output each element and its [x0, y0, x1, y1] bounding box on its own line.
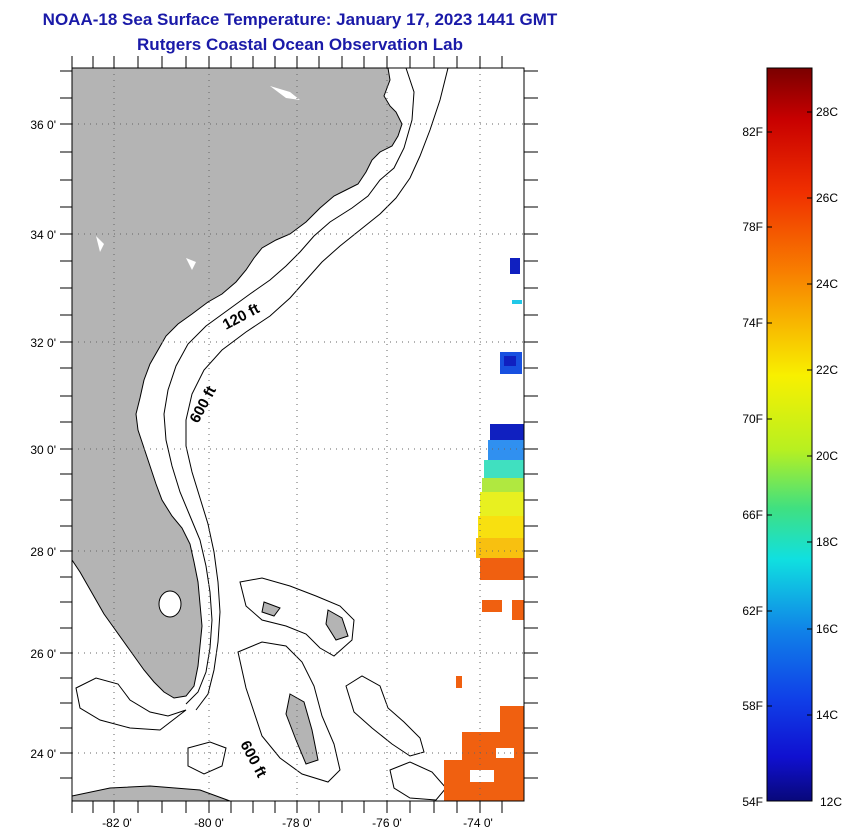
- lon-label: -76 0': [372, 816, 402, 830]
- celsius-label: 28C: [816, 105, 838, 119]
- map-title: NOAA-18 Sea Surface Temperature: January…: [42, 10, 558, 29]
- fahrenheit-label: 66F: [742, 508, 763, 522]
- lon-label: -74 0': [463, 816, 493, 830]
- sst-map: 36 0' 34 0' 32 0' 30 0' 28 0' 26 0' 24 0…: [30, 56, 538, 830]
- colorbar-gradient: [766, 67, 813, 802]
- celsius-label: 14C: [816, 708, 838, 722]
- contour-keys: [75, 677, 187, 731]
- fahrenheit-label: 82F: [742, 125, 763, 139]
- map-frame: [71, 67, 525, 802]
- lon-ticks: [71, 56, 503, 813]
- lake: [270, 86, 300, 100]
- fahrenheit-label: 70F: [742, 412, 763, 426]
- sst-swath: [444, 258, 524, 801]
- celsius-label: 18C: [816, 535, 838, 549]
- map-subtitle: Rutgers Coastal Ocean Observation Lab: [137, 35, 463, 54]
- fahrenheit-label: 74F: [742, 316, 763, 330]
- contour-600ft: [185, 67, 449, 711]
- lon-label: -80 0': [194, 816, 224, 830]
- celsius-label: 20C: [816, 449, 838, 463]
- contour-bahamas: [187, 741, 227, 775]
- contour-120ft: [163, 67, 415, 705]
- lat-label: 26 0': [30, 647, 56, 661]
- celsius-label: 16C: [816, 622, 838, 636]
- lat-label: 30 0': [30, 443, 56, 457]
- lat-label: 24 0': [30, 747, 56, 761]
- land-bahamas: [261, 601, 281, 617]
- contour-bahamas: [389, 761, 447, 801]
- lake: [186, 258, 196, 270]
- lat-label: 36 0': [30, 118, 56, 132]
- lake-okeechobee: [158, 590, 182, 618]
- contour-bahamas: [237, 641, 341, 783]
- temperature-colorbar: 82F 78F 74F 70F 66F 62F 58F 54F 28C 26C …: [742, 67, 842, 809]
- celsius-label: 24C: [816, 277, 838, 291]
- fahrenheit-label: 58F: [742, 699, 763, 713]
- fahrenheit-label: 78F: [742, 220, 763, 234]
- celsius-label: 22C: [816, 363, 838, 377]
- lake: [96, 236, 104, 252]
- fahrenheit-label: 62F: [742, 604, 763, 618]
- land-us-coast: [71, 67, 403, 699]
- land-bahamas: [325, 609, 349, 641]
- contour-bahamas: [345, 675, 425, 757]
- fahrenheit-label: 54F: [742, 795, 763, 809]
- map-grid: [72, 68, 524, 801]
- lat-label: 28 0': [30, 545, 56, 559]
- lon-label: -78 0': [282, 816, 312, 830]
- lat-ticks: [60, 70, 538, 779]
- lat-label: 32 0': [30, 336, 56, 350]
- lat-label: 34 0': [30, 228, 56, 242]
- celsius-label: 12C: [820, 795, 842, 809]
- land-bahamas: [285, 693, 319, 765]
- contour-bahamas: [239, 577, 355, 657]
- lon-label: -82 0': [102, 816, 132, 830]
- celsius-label: 26C: [816, 191, 838, 205]
